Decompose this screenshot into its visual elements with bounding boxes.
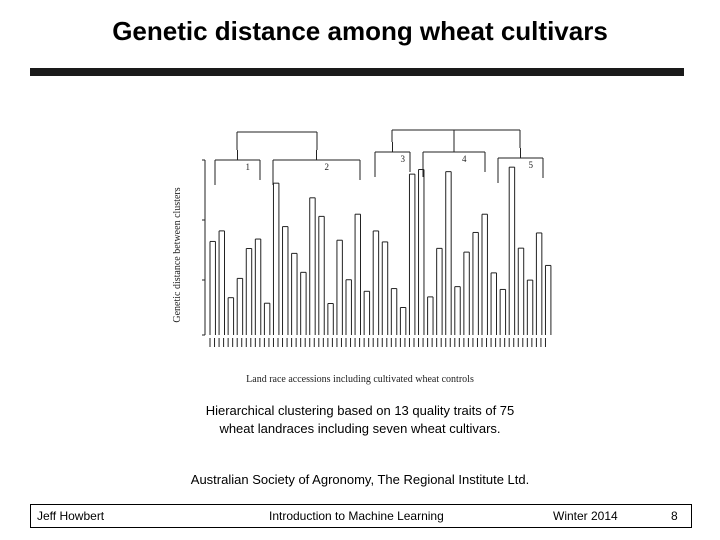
footer-course: Introduction to Machine Learning (269, 509, 444, 523)
caption-line-2: wheat landraces including seven wheat cu… (219, 421, 501, 436)
x-axis-label: Land race accessions including cultivate… (246, 374, 474, 385)
footer-bar: Jeff Howbert Introduction to Machine Lea… (30, 504, 692, 528)
title-rule (30, 68, 684, 76)
y-axis-label: Genetic distance between clusters (172, 187, 183, 322)
footer-page: 8 (671, 509, 678, 523)
cluster-label: 2 (325, 162, 330, 172)
footer-term: Winter 2014 (553, 509, 618, 523)
footer-author: Jeff Howbert (37, 509, 105, 523)
slide-title: Genetic distance among wheat cultivars (112, 16, 608, 46)
caption-line-1: Hierarchical clustering based on 13 qual… (205, 403, 515, 418)
dendrogram-figure: Genetic distance between clusters Land r… (160, 120, 560, 390)
source-credit: Australian Society of Agronomy, The Regi… (190, 472, 530, 487)
cluster-label: 5 (529, 160, 534, 170)
dendrogram-tree: 1 2 3 4 5 (202, 129, 552, 347)
cluster-label: 4 (462, 154, 467, 164)
figure-caption: Hierarchical clustering based on 13 qual… (0, 402, 720, 438)
cluster-label: 3 (401, 154, 406, 164)
cluster-label: 1 (246, 162, 251, 172)
dendrogram: Genetic distance between clusters Land r… (172, 129, 552, 385)
